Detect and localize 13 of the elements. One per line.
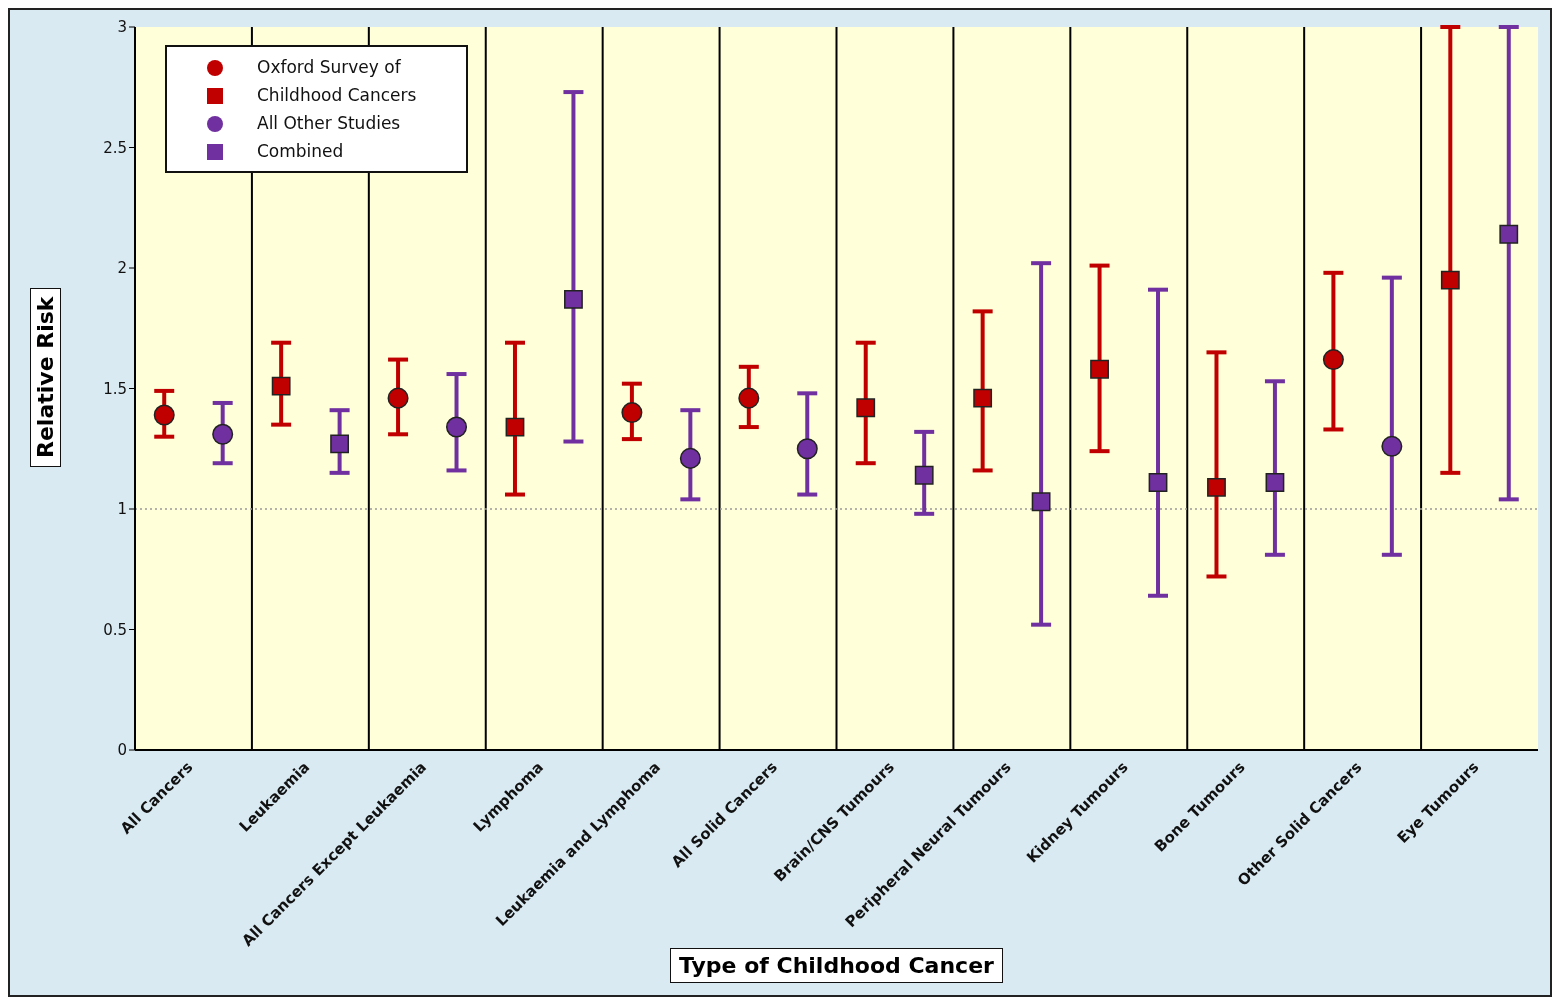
y-tick-label: 0.5 <box>103 620 127 639</box>
y-axis-title: Relative Risk <box>30 287 61 467</box>
y-tick-label: 3 <box>117 18 127 37</box>
y-tick-label: 0 <box>117 741 127 760</box>
y-tick-label: 1 <box>117 500 127 519</box>
legend-label: Childhood Cancers <box>257 85 417 105</box>
y-tick-label: 2 <box>117 259 127 278</box>
legend-label: Oxford Survey of <box>257 57 401 77</box>
x-axis-title: Type of Childhood Cancer <box>670 948 1003 983</box>
y-tick-label: 2.5 <box>103 138 127 157</box>
legend-label: All Other Studies <box>257 113 401 133</box>
y-tick-label: 1.5 <box>103 379 127 398</box>
legend-label: Combined <box>257 141 344 161</box>
